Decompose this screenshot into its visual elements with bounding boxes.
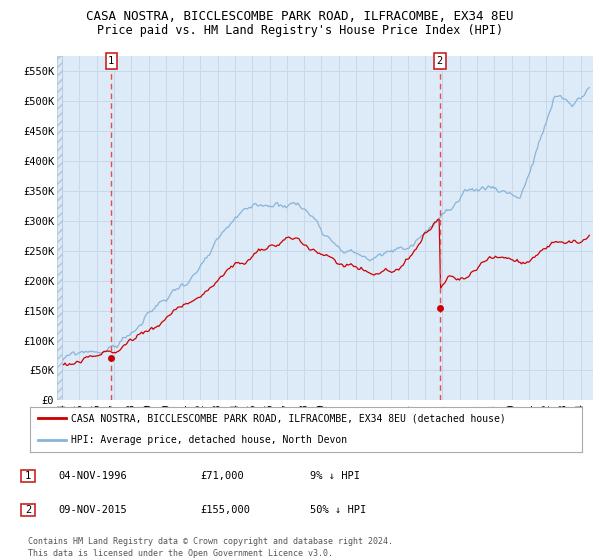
- Text: 1: 1: [108, 56, 115, 66]
- Bar: [57, 56, 62, 400]
- Text: 50% ↓ HPI: 50% ↓ HPI: [310, 505, 366, 515]
- Text: HPI: Average price, detached house, North Devon: HPI: Average price, detached house, Nort…: [71, 435, 347, 445]
- Text: 2: 2: [25, 505, 31, 515]
- Text: £155,000: £155,000: [200, 505, 250, 515]
- Text: 04-NOV-1996: 04-NOV-1996: [58, 471, 127, 481]
- Text: 09-NOV-2015: 09-NOV-2015: [58, 505, 127, 515]
- Text: CASA NOSTRA, BICCLESCOMBE PARK ROAD, ILFRACOMBE, EX34 8EU: CASA NOSTRA, BICCLESCOMBE PARK ROAD, ILF…: [86, 10, 514, 23]
- Text: £71,000: £71,000: [200, 471, 244, 481]
- Text: Price paid vs. HM Land Registry's House Price Index (HPI): Price paid vs. HM Land Registry's House …: [97, 24, 503, 36]
- Text: Contains HM Land Registry data © Crown copyright and database right 2024.
This d: Contains HM Land Registry data © Crown c…: [28, 536, 393, 558]
- Text: CASA NOSTRA, BICCLESCOMBE PARK ROAD, ILFRACOMBE, EX34 8EU (detached house): CASA NOSTRA, BICCLESCOMBE PARK ROAD, ILF…: [71, 413, 506, 423]
- Text: 9% ↓ HPI: 9% ↓ HPI: [310, 471, 360, 481]
- Text: 2: 2: [437, 56, 443, 66]
- FancyBboxPatch shape: [21, 504, 35, 516]
- Text: 1: 1: [25, 471, 31, 481]
- FancyBboxPatch shape: [21, 470, 35, 482]
